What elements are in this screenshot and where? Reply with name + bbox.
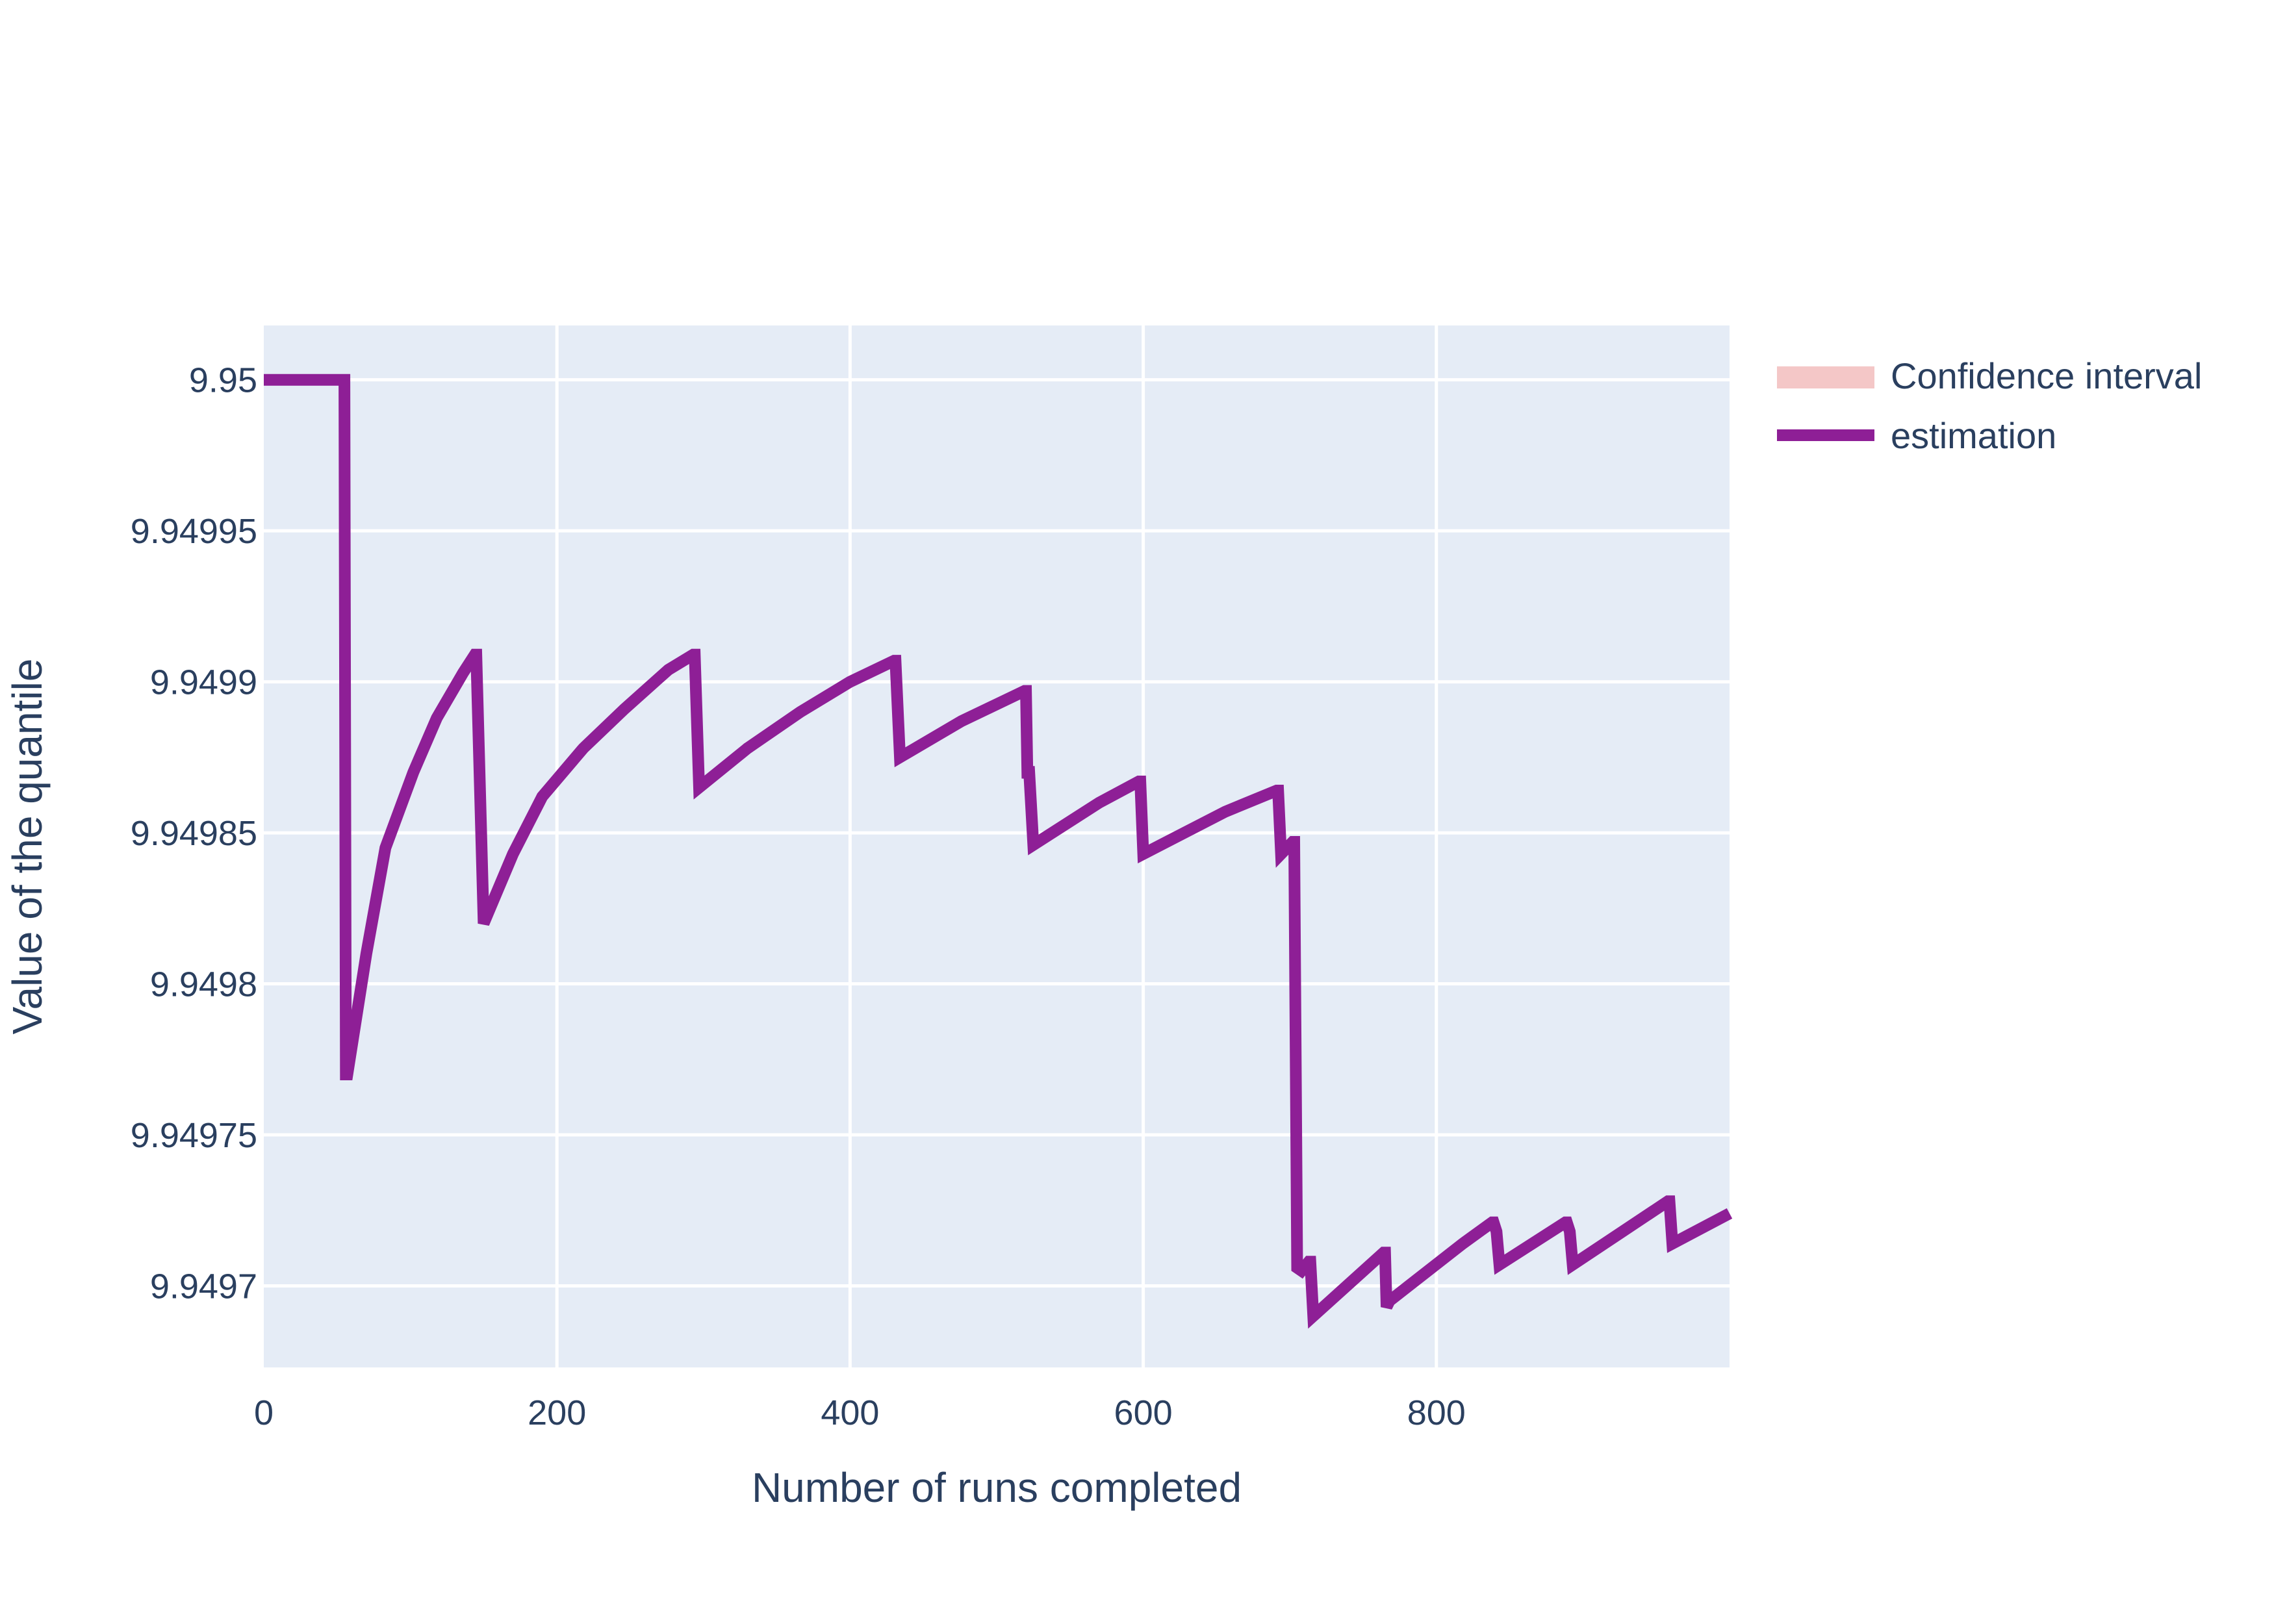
y-tick-label: 9.9498 — [150, 965, 257, 1004]
y-axis-title: Value of the quantile — [4, 659, 51, 1035]
legend: Confidence interval estimation — [1777, 355, 2202, 456]
y-tick-label: 9.94975 — [131, 1116, 257, 1155]
y-tick-label: 9.9499 — [150, 663, 257, 702]
legend-swatch-confidence-interval — [1777, 366, 1874, 388]
y-tick-label: 9.94995 — [131, 512, 257, 551]
x-tick-label: 0 — [254, 1393, 274, 1432]
series-line-estimation — [264, 374, 1733, 1329]
legend-label-confidence-interval: Confidence interval — [1891, 355, 2202, 396]
legend-label-estimation: estimation — [1891, 415, 2056, 456]
y-tick-label: 9.9497 — [150, 1267, 257, 1306]
x-tick-label: 200 — [528, 1393, 586, 1432]
plot-background — [264, 325, 1730, 1367]
x-tick-label: 600 — [1114, 1393, 1173, 1432]
y-tick-label: 9.95 — [189, 361, 257, 400]
x-tick-label: 400 — [821, 1393, 879, 1432]
x-axis-ticks: 0 200 400 600 800 — [254, 1393, 1466, 1432]
y-tick-label: 9.94985 — [131, 814, 257, 853]
x-tick-label: 800 — [1407, 1393, 1466, 1432]
series-layer — [264, 374, 1733, 1329]
y-axis-ticks: 9.9497 9.94975 9.9498 9.94985 9.9499 9.94995 9… — [131, 361, 257, 1306]
x-axis-title: Number of runs completed — [752, 1464, 1242, 1511]
